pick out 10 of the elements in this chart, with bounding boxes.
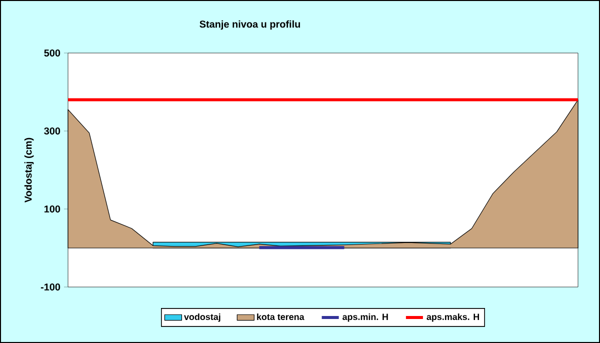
y-tick-label: 100: [44, 205, 60, 213]
chart-title: Stanje nivoa u profilu: [200, 20, 300, 30]
y-tick-label: 300: [44, 127, 60, 135]
y-tick-label: -100: [40, 283, 60, 291]
legend-label: vodostaj: [184, 313, 220, 322]
legend-label: aps.min. H: [342, 313, 388, 322]
y-axis-title: Vodostaj (cm): [24, 138, 34, 203]
legend-label: aps.maks. H: [426, 313, 480, 322]
y-tick-label: 500: [44, 49, 60, 57]
legend-label: kota terena: [257, 313, 304, 320]
